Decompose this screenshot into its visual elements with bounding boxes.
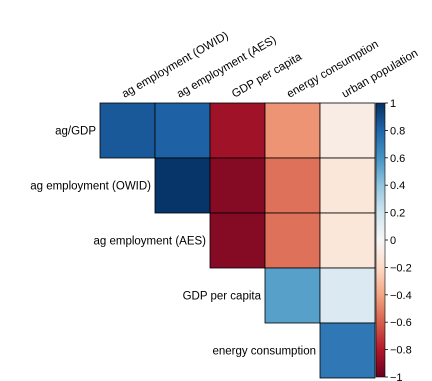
heatmap-cell [209, 157, 266, 214]
colorbar-tick-label: −0.8 [390, 345, 412, 357]
row-label: ag employment (AES) [94, 236, 207, 248]
heatmap-cell [319, 212, 376, 269]
colorbar-tick-label: −0.2 [390, 262, 412, 274]
colorbar-tick-label: 0.8 [390, 125, 405, 137]
heatmap-cell [264, 212, 321, 269]
colorbar-tick-label: 0.2 [390, 208, 405, 220]
row-label: GDP per capita [183, 291, 262, 303]
heatmap-cell [264, 267, 321, 324]
heatmap-cell [99, 102, 156, 159]
heatmap-cell [319, 267, 376, 324]
heatmap-cell [319, 157, 376, 214]
row-label: ag employment (OWID) [30, 181, 151, 193]
heatmap-cell [154, 102, 211, 159]
colorbar-ticks: 1 0.8 0.6 0.4 0.2 0 −0.2 −0.4 −0.6 −0.8 −1 [385, 98, 412, 381]
heatmap-cell [264, 102, 321, 159]
column-label: energy consumption [285, 38, 381, 100]
heatmap-cell [319, 102, 376, 159]
colorbar [375, 102, 386, 378]
heatmap-cell [209, 102, 266, 159]
colorbar-tick-label: 0.6 [390, 153, 405, 165]
row-label: energy consumption [212, 346, 316, 358]
heatmap-cells [99, 102, 376, 379]
column-label: ag employment (AES) [175, 34, 279, 101]
heatmap-cell [264, 157, 321, 214]
column-labels: ag employment (OWID)ag employment (AES)G… [120, 30, 420, 101]
colorbar-tick-label: 0 [390, 235, 396, 247]
colorbar-tick-label: 1 [390, 98, 396, 110]
heatmap-cell [319, 322, 376, 379]
colorbar-tick-label: −0.4 [390, 290, 412, 302]
colorbar-tick-label: 0.4 [390, 180, 405, 192]
heatmap-cell [154, 157, 211, 214]
row-labels: ag/GDP ag employment (OWID) ag employment … [30, 126, 316, 358]
colorbar-tick-label: −0.6 [390, 317, 412, 329]
colorbar-scale [375, 102, 386, 378]
heatmap-cell [209, 212, 266, 269]
colorbar-tick-label: −1 [390, 372, 403, 381]
row-label: ag/GDP [55, 126, 96, 138]
